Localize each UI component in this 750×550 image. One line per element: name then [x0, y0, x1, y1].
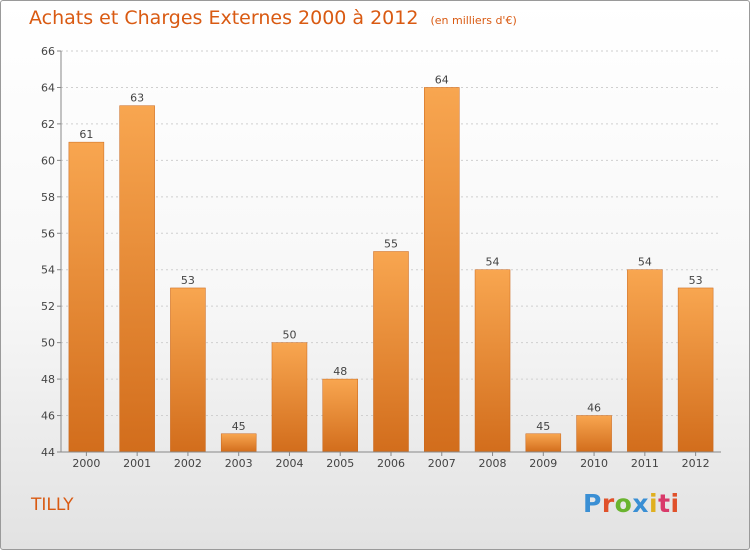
bar	[474, 269, 511, 453]
x-tick-label: 2001	[123, 457, 151, 470]
proxiti-logo: Proxiti	[583, 489, 680, 518]
y-tick-label: 48	[41, 373, 55, 386]
x-tick-label: 2011	[631, 457, 659, 470]
bar	[576, 415, 612, 453]
x-tick-label: 2006	[377, 457, 405, 470]
bar	[271, 342, 308, 453]
x-tick-label: 2007	[428, 457, 456, 470]
bar	[68, 141, 105, 453]
data-label: 54	[486, 256, 500, 269]
logo-letter: i	[649, 489, 659, 518]
y-tick-label: 62	[41, 118, 55, 131]
y-tick-label: 66	[41, 45, 55, 58]
bar	[525, 433, 562, 453]
y-tick-label: 56	[41, 227, 55, 240]
y-tick-label: 46	[41, 410, 55, 423]
chart-unit: (en milliers d'€)	[430, 14, 517, 27]
data-label: 55	[384, 238, 398, 251]
data-label: 46	[587, 402, 601, 415]
bar	[373, 251, 409, 453]
labels: 44 46 48 50 52 54 56 58 60 62 64 66 61 2000 63 2001 53 20…	[41, 45, 710, 470]
bar	[220, 433, 257, 453]
title-row: Achats et Charges Externes 2000 à 2012 (…	[29, 7, 517, 29]
axes	[57, 50, 721, 456]
x-tick-label: 2008	[479, 457, 507, 470]
x-tick-label: 2012	[682, 457, 710, 470]
bar	[322, 378, 358, 453]
commune-name: TILLY	[31, 495, 74, 515]
y-tick-label: 52	[41, 300, 55, 313]
data-label: 45	[536, 420, 550, 433]
logo-letter: P	[583, 489, 602, 518]
data-label: 61	[79, 128, 93, 141]
x-tick-label: 2010	[580, 457, 608, 470]
y-tick-label: 54	[41, 264, 55, 277]
y-tick-label: 44	[41, 446, 55, 459]
data-label: 54	[638, 256, 652, 269]
bar	[424, 87, 460, 453]
data-label: 50	[282, 329, 296, 342]
data-label: 45	[232, 420, 246, 433]
x-tick-label: 2005	[326, 457, 354, 470]
logo-letter: i	[670, 489, 680, 518]
bar	[170, 287, 206, 453]
logo-letter: r	[601, 489, 615, 518]
bar	[627, 269, 663, 453]
y-tick-label: 58	[41, 191, 55, 204]
y-tick-label: 60	[41, 154, 55, 167]
logo-letter: x	[632, 489, 649, 518]
x-tick-label: 2003	[225, 457, 253, 470]
logo-letter: o	[614, 489, 633, 518]
data-label: 53	[181, 274, 195, 287]
data-label: 63	[130, 92, 144, 105]
x-tick-label: 2004	[275, 457, 303, 470]
x-tick-label: 2000	[72, 457, 100, 470]
y-tick-label: 64	[41, 81, 55, 94]
x-tick-label: 2002	[174, 457, 202, 470]
data-label: 53	[689, 274, 703, 287]
x-tick-label: 2009	[529, 457, 557, 470]
data-label: 48	[333, 365, 347, 378]
y-tick-label: 50	[41, 337, 55, 350]
bar	[119, 105, 155, 453]
data-label: 64	[435, 73, 449, 86]
bar	[677, 287, 714, 453]
logo-letter: t	[658, 489, 671, 518]
chart-title: Achats et Charges Externes 2000 à 2012	[29, 7, 419, 29]
